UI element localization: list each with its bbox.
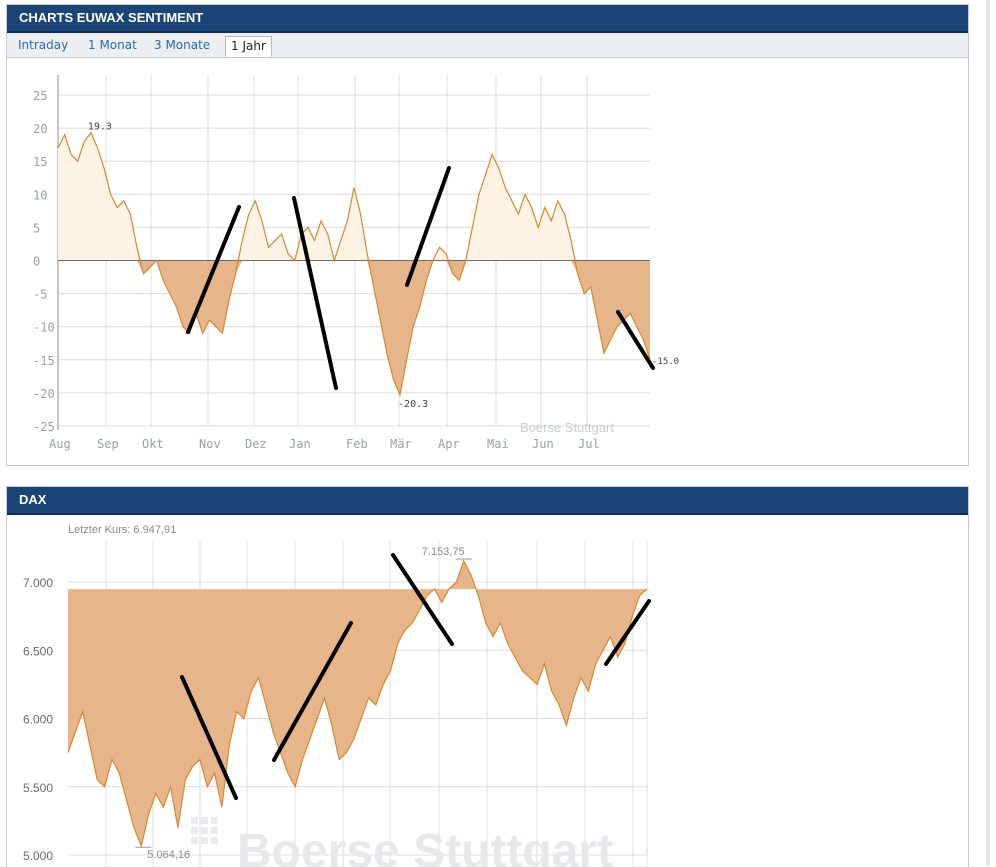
y-tick-label: 25 (33, 89, 47, 103)
x-tick-label: Jun (532, 437, 554, 451)
panel-title: DAX (7, 487, 968, 515)
y-tick-label: 5.500 (23, 781, 53, 795)
y-tick-label: -20 (33, 387, 55, 401)
x-tick-label: Feb (346, 437, 368, 451)
watermark: Boerse Stuttgart (237, 825, 613, 867)
min-label: 5.064,16 (147, 849, 190, 861)
timeframe-tabs: Intraday 1 Monat 3 Monate 1 Jahr (7, 33, 968, 58)
panel-title: CHARTS EUWAX SENTIMENT (7, 5, 968, 33)
y-tick-label: -25 (33, 420, 55, 434)
x-tick-label: Jan (289, 437, 311, 451)
x-tick-label: Aug (49, 437, 71, 451)
tab-1-jahr[interactable]: 1 Jahr (225, 36, 272, 57)
x-tick-label: Apr (438, 437, 460, 451)
y-tick-label: -10 (33, 321, 55, 335)
watermark-logo-icon (191, 817, 218, 844)
euwax-sentiment-panel: CHARTS EUWAX SENTIMENT Intraday 1 Monat … (6, 4, 969, 466)
y-tick-label: 7.000 (23, 576, 53, 590)
y-tick-label: 15 (33, 155, 47, 169)
dax-chart: Letzter Kurs: 6.947,91 7.000 6.500 6.000 5.… (23, 524, 651, 867)
watermark: Boerse Stuttgart (520, 420, 614, 435)
tab-1-monat[interactable]: 1 Monat (88, 38, 137, 52)
y-tick-label: 5.000 (23, 849, 53, 863)
trend-mark (292, 196, 338, 390)
x-tick-label: Nov (199, 437, 221, 451)
positive-area (58, 132, 650, 261)
trend-mark (604, 599, 651, 666)
max-label: 19.3 (88, 122, 112, 133)
x-tick-label: Jul (578, 437, 600, 451)
sentiment-chart: 25 20 15 10 5 0 -5 -10 -15 -20 -25 Aug Sep Okt Nov Dez J… (33, 75, 679, 451)
y-tick-label: -15 (33, 354, 55, 368)
series-area (68, 561, 647, 847)
trend-mark (186, 205, 241, 334)
y-tick-label: 6.000 (23, 713, 53, 727)
trend-mark (391, 553, 454, 646)
series-line (67, 559, 648, 849)
y-tick-label: 0 (33, 255, 40, 269)
page-scrollbar[interactable] (986, 0, 990, 866)
trend-mark (405, 166, 451, 287)
trend-mark (616, 310, 655, 370)
trend-mark (180, 675, 238, 800)
last-price: Letzter Kurs: 6.947,91 (68, 524, 176, 536)
x-tick-label: Sep (97, 437, 119, 451)
y-tick-label: 20 (33, 122, 47, 136)
y-tick-label: 6.500 (23, 644, 53, 658)
tab-3-monate[interactable]: 3 Monate (154, 38, 211, 52)
tab-intraday[interactable]: Intraday (18, 38, 69, 52)
negative-area (58, 260, 650, 395)
max-label: 7.153,75 (422, 546, 465, 558)
x-tick-label: Dez (245, 437, 267, 451)
dax-panel: DAX Letzter Kurs: 6.947,91 7.000 6.500 6.0… (6, 486, 969, 867)
trend-mark (272, 621, 353, 762)
x-tick-label: Mai (487, 437, 509, 451)
y-tick-label: 10 (33, 188, 47, 202)
y-tick-label: 5 (33, 221, 40, 235)
last-label: -15.0 (652, 357, 679, 367)
min-label: -20.3 (398, 399, 428, 410)
x-tick-label: Mär (390, 437, 412, 451)
y-tick-label: -5 (33, 288, 47, 302)
x-tick-label: Okt (142, 437, 164, 451)
series-line (57, 131, 651, 397)
